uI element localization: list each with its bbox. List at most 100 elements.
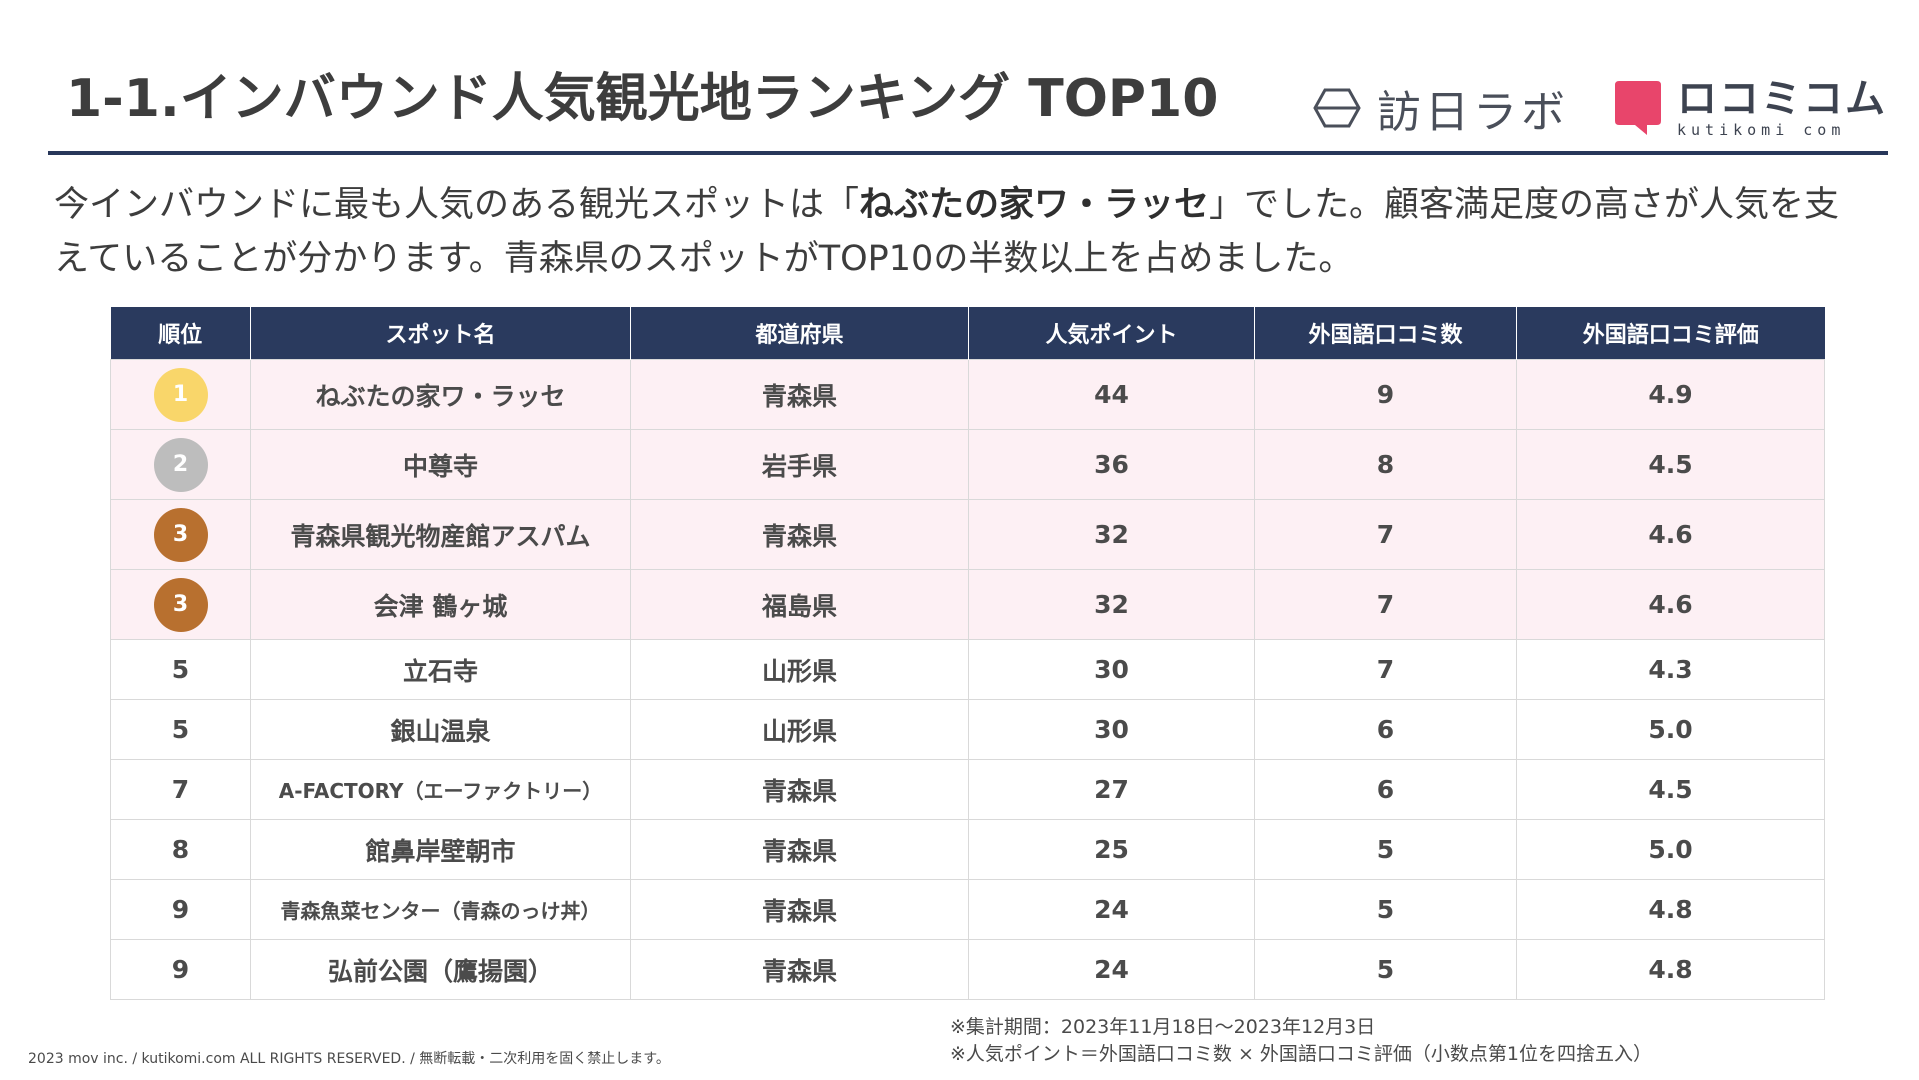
points-cell: 32 <box>968 499 1255 570</box>
spot-name-cell: 会津 鶴ヶ城 <box>250 569 631 640</box>
review-count-cell: 8 <box>1254 429 1517 500</box>
silver-medal-icon: 2 <box>153 437 208 492</box>
review-count-cell: 9 <box>1254 359 1517 430</box>
review-rating-cell: 4.5 <box>1516 429 1825 500</box>
prefecture-cell: 青森県 <box>630 879 969 940</box>
spot-name-cell: 中尊寺 <box>250 429 631 500</box>
gold-medal-icon: 1 <box>153 367 208 422</box>
table-row: 8 館鼻岸壁朝市 青森県 25 5 5.0 <box>110 819 1825 880</box>
review-count-cell: 7 <box>1254 499 1517 570</box>
review-count-cell: 5 <box>1254 819 1517 880</box>
prefecture-cell: 青森県 <box>630 759 969 820</box>
rank-cell: 5 <box>110 639 251 700</box>
prefecture-cell: 山形県 <box>630 639 969 700</box>
prefecture-cell: 岩手県 <box>630 429 969 500</box>
lead-paragraph: 今インバウンドに最も人気のある観光スポットは「ねぶたの家ワ・ラッセ」でした。顧客… <box>54 178 1854 286</box>
kuchikomi-com-logo: ロコミコム kutikomi com <box>1613 79 1887 138</box>
column-header-review-count: 外国語口コミ数 <box>1254 307 1517 360</box>
lead-highlight: ねぶたの家ワ・ラッセ <box>859 185 1210 225</box>
lead-text-before: 今インバウンドに最も人気のある観光スポットは「 <box>54 185 860 225</box>
spot-name-cell: 弘前公園（鷹揚園） <box>250 939 631 1000</box>
review-count-cell: 7 <box>1254 639 1517 700</box>
review-rating-cell: 4.3 <box>1516 639 1825 700</box>
speech-bubble-icon <box>1615 81 1661 135</box>
column-header-spot-name: スポット名 <box>250 307 631 360</box>
rank-cell: 8 <box>110 819 251 880</box>
prefecture-cell: 青森県 <box>630 939 969 1000</box>
table-row: 7 A-FACTORY（エーファクトリー） 青森県 27 6 4.5 <box>110 759 1825 820</box>
points-cell: 24 <box>968 879 1255 940</box>
brand-logos: 訪日ラボ ロコミコム kutikomi com <box>1313 78 1887 138</box>
column-header-points: 人気ポイント <box>968 307 1255 360</box>
column-header-review-rating: 外国語口コミ評価 <box>1516 307 1825 360</box>
rank-cell: 5 <box>110 699 251 760</box>
review-rating-cell: 4.6 <box>1516 499 1825 570</box>
houjitsu-labo-logo: 訪日ラボ <box>1313 76 1569 140</box>
review-rating-cell: 4.8 <box>1516 879 1825 940</box>
spot-name-cell: A-FACTORY（エーファクトリー） <box>250 759 631 820</box>
spot-name-cell: 立石寺 <box>250 639 631 700</box>
lead-text-after: 」でした。顧客満足度の高さが人気を支えていることが分かります。青森県のスポットが… <box>54 185 1840 279</box>
review-count-cell: 6 <box>1254 759 1517 820</box>
points-cell: 24 <box>968 939 1255 1000</box>
review-count-cell: 5 <box>1254 879 1517 940</box>
points-cell: 30 <box>968 639 1255 700</box>
kuchikomi-wordmark-en: kutikomi com <box>1677 120 1846 139</box>
rank-cell: 3 <box>110 499 251 570</box>
spot-name-cell: 青森魚菜センター（青森のっけ丼） <box>250 879 631 940</box>
review-count-cell: 5 <box>1254 939 1517 1000</box>
column-header-rank: 順位 <box>110 307 251 360</box>
rank-cell: 9 <box>110 939 251 1000</box>
review-count-cell: 6 <box>1254 699 1517 760</box>
kuchikomi-wordmark-jp: ロコミコム <box>1677 75 1887 122</box>
note-formula: ※人気ポイント＝外国語口コミ数 × 外国語口コミ評価（小数点第1位を四捨五入） <box>950 1043 1653 1065</box>
rank-cell: 1 <box>110 359 251 430</box>
rank-cell: 3 <box>110 569 251 640</box>
prefecture-cell: 山形県 <box>630 699 969 760</box>
prefecture-cell: 青森県 <box>630 499 969 570</box>
table-header-row: 順位 スポット名 都道府県 人気ポイント 外国語口コミ数 外国語口コミ評価 <box>110 307 1825 360</box>
table-row: 3 青森県観光物産館アスパム 青森県 32 7 4.6 <box>110 499 1825 570</box>
rank-cell: 2 <box>110 429 251 500</box>
footnotes: ※集計期間：2023年11月18日〜2023年12月3日 ※人気ポイント＝外国語… <box>950 1014 1652 1068</box>
note-period: ※集計期間：2023年11月18日〜2023年12月3日 <box>950 1016 1376 1038</box>
table-row: 9 青森魚菜センター（青森のっけ丼） 青森県 24 5 4.8 <box>110 879 1825 940</box>
spot-name-cell: 青森県観光物産館アスパム <box>250 499 631 570</box>
review-rating-cell: 4.6 <box>1516 569 1825 640</box>
prefecture-cell: 青森県 <box>630 359 969 430</box>
header-divider <box>48 151 1888 155</box>
prefecture-cell: 福島県 <box>630 569 969 640</box>
review-rating-cell: 5.0 <box>1516 819 1825 880</box>
table-row: 5 立石寺 山形県 30 7 4.3 <box>110 639 1825 700</box>
bronze-medal-icon: 3 <box>153 507 208 562</box>
houjitsu-labo-wordmark: 訪日ラボ <box>1377 87 1569 138</box>
table-row: 5 銀山温泉 山形県 30 6 5.0 <box>110 699 1825 760</box>
points-cell: 36 <box>968 429 1255 500</box>
page-title: 1-1.インバウンド人気観光地ランキング TOP10 <box>66 69 1219 129</box>
hexagon-logo-icon <box>1313 88 1361 128</box>
rank-cell: 7 <box>110 759 251 820</box>
review-rating-cell: 5.0 <box>1516 699 1825 760</box>
points-cell: 32 <box>968 569 1255 640</box>
copyright-notice: 2023 mov inc. / kutikomi.com ALL RIGHTS … <box>28 1051 670 1067</box>
points-cell: 25 <box>968 819 1255 880</box>
table-row: 2 中尊寺 岩手県 36 8 4.5 <box>110 429 1825 500</box>
rank-cell: 9 <box>110 879 251 940</box>
table-row: 9 弘前公園（鷹揚園） 青森県 24 5 4.8 <box>110 939 1825 1000</box>
prefecture-cell: 青森県 <box>630 819 969 880</box>
spot-name-cell: ねぶたの家ワ・ラッセ <box>250 359 631 430</box>
review-count-cell: 7 <box>1254 569 1517 640</box>
review-rating-cell: 4.5 <box>1516 759 1825 820</box>
table-row: 3 会津 鶴ヶ城 福島県 32 7 4.6 <box>110 569 1825 640</box>
review-rating-cell: 4.9 <box>1516 359 1825 430</box>
spot-name-cell: 銀山温泉 <box>250 699 631 760</box>
points-cell: 30 <box>968 699 1255 760</box>
points-cell: 27 <box>968 759 1255 820</box>
spot-name-cell: 館鼻岸壁朝市 <box>250 819 631 880</box>
points-cell: 44 <box>968 359 1255 430</box>
review-rating-cell: 4.8 <box>1516 939 1825 1000</box>
bronze-medal-icon: 3 <box>153 577 208 632</box>
column-header-prefecture: 都道府県 <box>630 307 969 360</box>
ranking-table: 順位 スポット名 都道府県 人気ポイント 外国語口コミ数 外国語口コミ評価 1 … <box>110 307 1825 1000</box>
